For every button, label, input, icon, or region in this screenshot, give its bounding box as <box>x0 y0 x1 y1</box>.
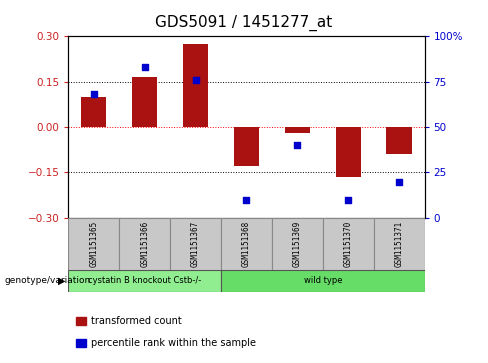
Bar <box>234 127 259 166</box>
Text: GSM1151366: GSM1151366 <box>140 221 149 267</box>
Point <box>395 179 403 184</box>
Bar <box>132 77 157 127</box>
Bar <box>221 218 272 270</box>
Point <box>345 197 352 203</box>
Point <box>141 64 148 70</box>
Text: cystatin B knockout Cstb-/-: cystatin B knockout Cstb-/- <box>88 277 201 285</box>
Point <box>243 197 250 203</box>
Text: GSM1151369: GSM1151369 <box>293 221 302 267</box>
Text: GSM1151368: GSM1151368 <box>242 221 251 267</box>
Bar <box>323 218 374 270</box>
Text: GDS5091 / 1451277_at: GDS5091 / 1451277_at <box>155 15 333 31</box>
Bar <box>183 44 208 127</box>
Text: percentile rank within the sample: percentile rank within the sample <box>91 338 256 348</box>
Text: transformed count: transformed count <box>91 316 182 326</box>
Point <box>90 91 98 97</box>
Bar <box>374 218 425 270</box>
Text: GSM1151365: GSM1151365 <box>89 221 98 267</box>
Bar <box>68 218 119 270</box>
Bar <box>336 127 361 177</box>
Text: genotype/variation: genotype/variation <box>5 277 91 285</box>
Text: GSM1151371: GSM1151371 <box>395 221 404 267</box>
Bar <box>386 127 412 154</box>
Text: wild type: wild type <box>304 277 342 285</box>
Point <box>192 77 200 83</box>
Point <box>293 142 301 148</box>
Text: GSM1151370: GSM1151370 <box>344 221 353 267</box>
Bar <box>221 270 425 292</box>
Bar <box>76 317 86 325</box>
Bar <box>76 339 86 347</box>
Bar <box>272 218 323 270</box>
Text: GSM1151367: GSM1151367 <box>191 221 200 267</box>
Text: ▶: ▶ <box>58 276 65 286</box>
Bar <box>119 218 170 270</box>
Bar <box>285 127 310 133</box>
Bar <box>68 270 221 292</box>
Bar <box>81 97 106 127</box>
Bar <box>170 218 221 270</box>
